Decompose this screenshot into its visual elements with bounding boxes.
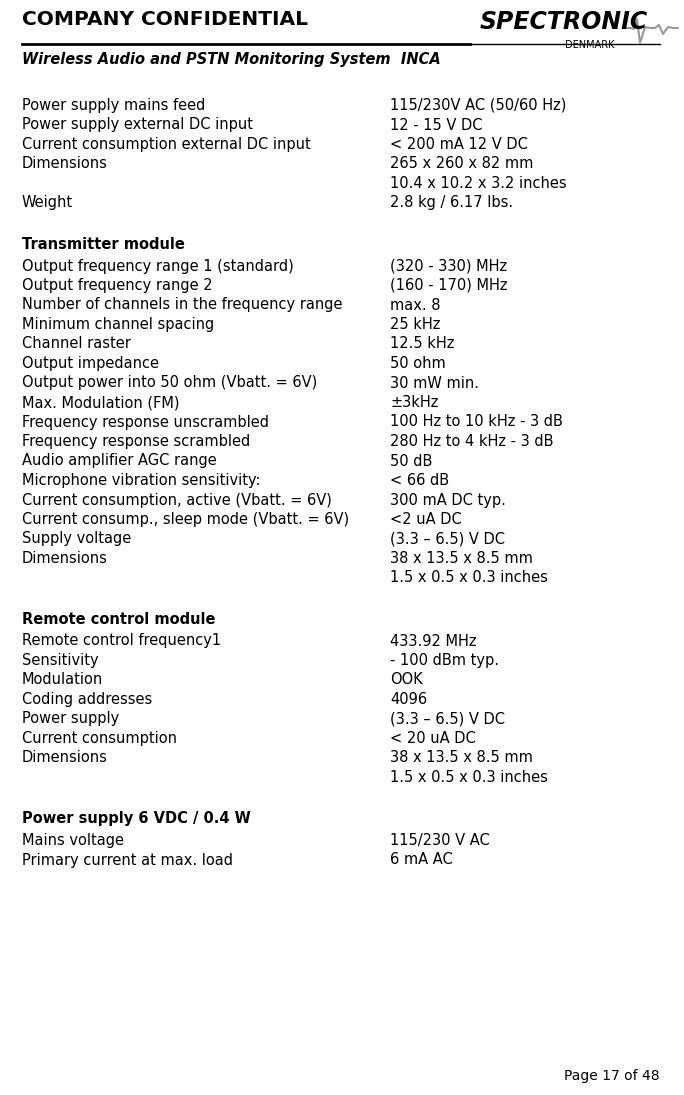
Text: 4096: 4096 (390, 692, 427, 707)
Text: COMPANY CONFIDENTIAL: COMPANY CONFIDENTIAL (22, 10, 308, 28)
Text: Current consumption: Current consumption (22, 731, 177, 746)
Text: Dimensions: Dimensions (22, 750, 108, 765)
Text: ±3kHz: ±3kHz (390, 395, 438, 410)
Text: Remote control frequency1: Remote control frequency1 (22, 634, 221, 648)
Text: Dimensions: Dimensions (22, 551, 108, 566)
Text: Output impedance: Output impedance (22, 356, 159, 371)
Text: 6 mA AC: 6 mA AC (390, 853, 453, 867)
Text: Output power into 50 ohm (Vbatt. = 6V): Output power into 50 ohm (Vbatt. = 6V) (22, 376, 317, 391)
Text: 2.8 kg / 6.17 lbs.: 2.8 kg / 6.17 lbs. (390, 196, 513, 210)
Text: Current consump., sleep mode (Vbatt. = 6V): Current consump., sleep mode (Vbatt. = 6… (22, 512, 349, 527)
Text: 38 x 13.5 x 8.5 mm: 38 x 13.5 x 8.5 mm (390, 551, 533, 566)
Text: 265 x 260 x 82 mm: 265 x 260 x 82 mm (390, 157, 534, 172)
Text: Wireless Audio and PSTN Monitoring System  INCA: Wireless Audio and PSTN Monitoring Syste… (22, 51, 440, 67)
Text: 50 ohm: 50 ohm (390, 356, 446, 371)
Text: 25 kHz: 25 kHz (390, 316, 440, 332)
Text: Mains voltage: Mains voltage (22, 833, 124, 848)
Text: 10.4 x 10.2 x 3.2 inches: 10.4 x 10.2 x 3.2 inches (390, 176, 566, 191)
Text: Power supply external DC input: Power supply external DC input (22, 117, 253, 132)
Text: SPECTRONIC: SPECTRONIC (480, 10, 648, 34)
Text: Dimensions: Dimensions (22, 157, 108, 172)
Text: max. 8: max. 8 (390, 298, 440, 312)
Text: Microphone vibration sensitivity:: Microphone vibration sensitivity: (22, 473, 261, 488)
Text: Channel raster: Channel raster (22, 336, 131, 351)
Text: (3.3 – 6.5) V DC: (3.3 – 6.5) V DC (390, 531, 505, 546)
Text: - 100 dBm typ.: - 100 dBm typ. (390, 653, 499, 668)
Text: Power supply: Power supply (22, 712, 119, 726)
Text: 1.5 x 0.5 x 0.3 inches: 1.5 x 0.5 x 0.3 inches (390, 770, 548, 785)
Text: (3.3 – 6.5) V DC: (3.3 – 6.5) V DC (390, 712, 505, 726)
Text: 50 dB: 50 dB (390, 453, 432, 469)
Text: 280 Hz to 4 kHz - 3 dB: 280 Hz to 4 kHz - 3 dB (390, 434, 553, 449)
Text: Audio amplifier AGC range: Audio amplifier AGC range (22, 453, 217, 469)
Text: Coding addresses: Coding addresses (22, 692, 153, 707)
Text: Power supply mains feed: Power supply mains feed (22, 97, 205, 113)
Text: 30 mW min.: 30 mW min. (390, 376, 479, 391)
Text: <2 uA DC: <2 uA DC (390, 512, 462, 527)
Text: < 66 dB: < 66 dB (390, 473, 449, 488)
Text: Power supply 6 VDC / 0.4 W: Power supply 6 VDC / 0.4 W (22, 811, 251, 827)
Text: Primary current at max. load: Primary current at max. load (22, 853, 233, 867)
Text: Frequency response scrambled: Frequency response scrambled (22, 434, 250, 449)
Text: Transmitter module: Transmitter module (22, 237, 185, 252)
Text: 433.92 MHz: 433.92 MHz (390, 634, 477, 648)
Text: < 20 uA DC: < 20 uA DC (390, 731, 476, 746)
Text: Frequency response unscrambled: Frequency response unscrambled (22, 415, 269, 429)
Text: 12.5 kHz: 12.5 kHz (390, 336, 454, 351)
Text: Output frequency range 2: Output frequency range 2 (22, 278, 213, 293)
Text: 300 mA DC typ.: 300 mA DC typ. (390, 493, 506, 507)
Text: 115/230 V AC: 115/230 V AC (390, 833, 490, 848)
Text: DENMARK: DENMARK (565, 41, 614, 50)
Text: < 200 mA 12 V DC: < 200 mA 12 V DC (390, 137, 528, 152)
Text: Current consumption, active (Vbatt. = 6V): Current consumption, active (Vbatt. = 6V… (22, 493, 332, 507)
Text: Page 17 of 48: Page 17 of 48 (564, 1069, 660, 1083)
Text: Weight: Weight (22, 196, 73, 210)
Text: Minimum channel spacing: Minimum channel spacing (22, 316, 214, 332)
Text: Current consumption external DC input: Current consumption external DC input (22, 137, 311, 152)
Text: Number of channels in the frequency range: Number of channels in the frequency rang… (22, 298, 343, 312)
Text: 38 x 13.5 x 8.5 mm: 38 x 13.5 x 8.5 mm (390, 750, 533, 765)
Text: Sensitivity: Sensitivity (22, 653, 98, 668)
Text: Supply voltage: Supply voltage (22, 531, 131, 546)
Text: 100 Hz to 10 kHz - 3 dB: 100 Hz to 10 kHz - 3 dB (390, 415, 563, 429)
Text: (160 - 170) MHz: (160 - 170) MHz (390, 278, 508, 293)
Text: OOK: OOK (390, 672, 423, 688)
Text: (320 - 330) MHz: (320 - 330) MHz (390, 258, 507, 274)
Text: Output frequency range 1 (standard): Output frequency range 1 (standard) (22, 258, 293, 274)
Text: 12 - 15 V DC: 12 - 15 V DC (390, 117, 482, 132)
Text: 115/230V AC (50/60 Hz): 115/230V AC (50/60 Hz) (390, 97, 566, 113)
Text: Max. Modulation (FM): Max. Modulation (FM) (22, 395, 179, 410)
Text: Remote control module: Remote control module (22, 612, 215, 627)
Text: 1.5 x 0.5 x 0.3 inches: 1.5 x 0.5 x 0.3 inches (390, 570, 548, 586)
Text: Modulation: Modulation (22, 672, 103, 688)
